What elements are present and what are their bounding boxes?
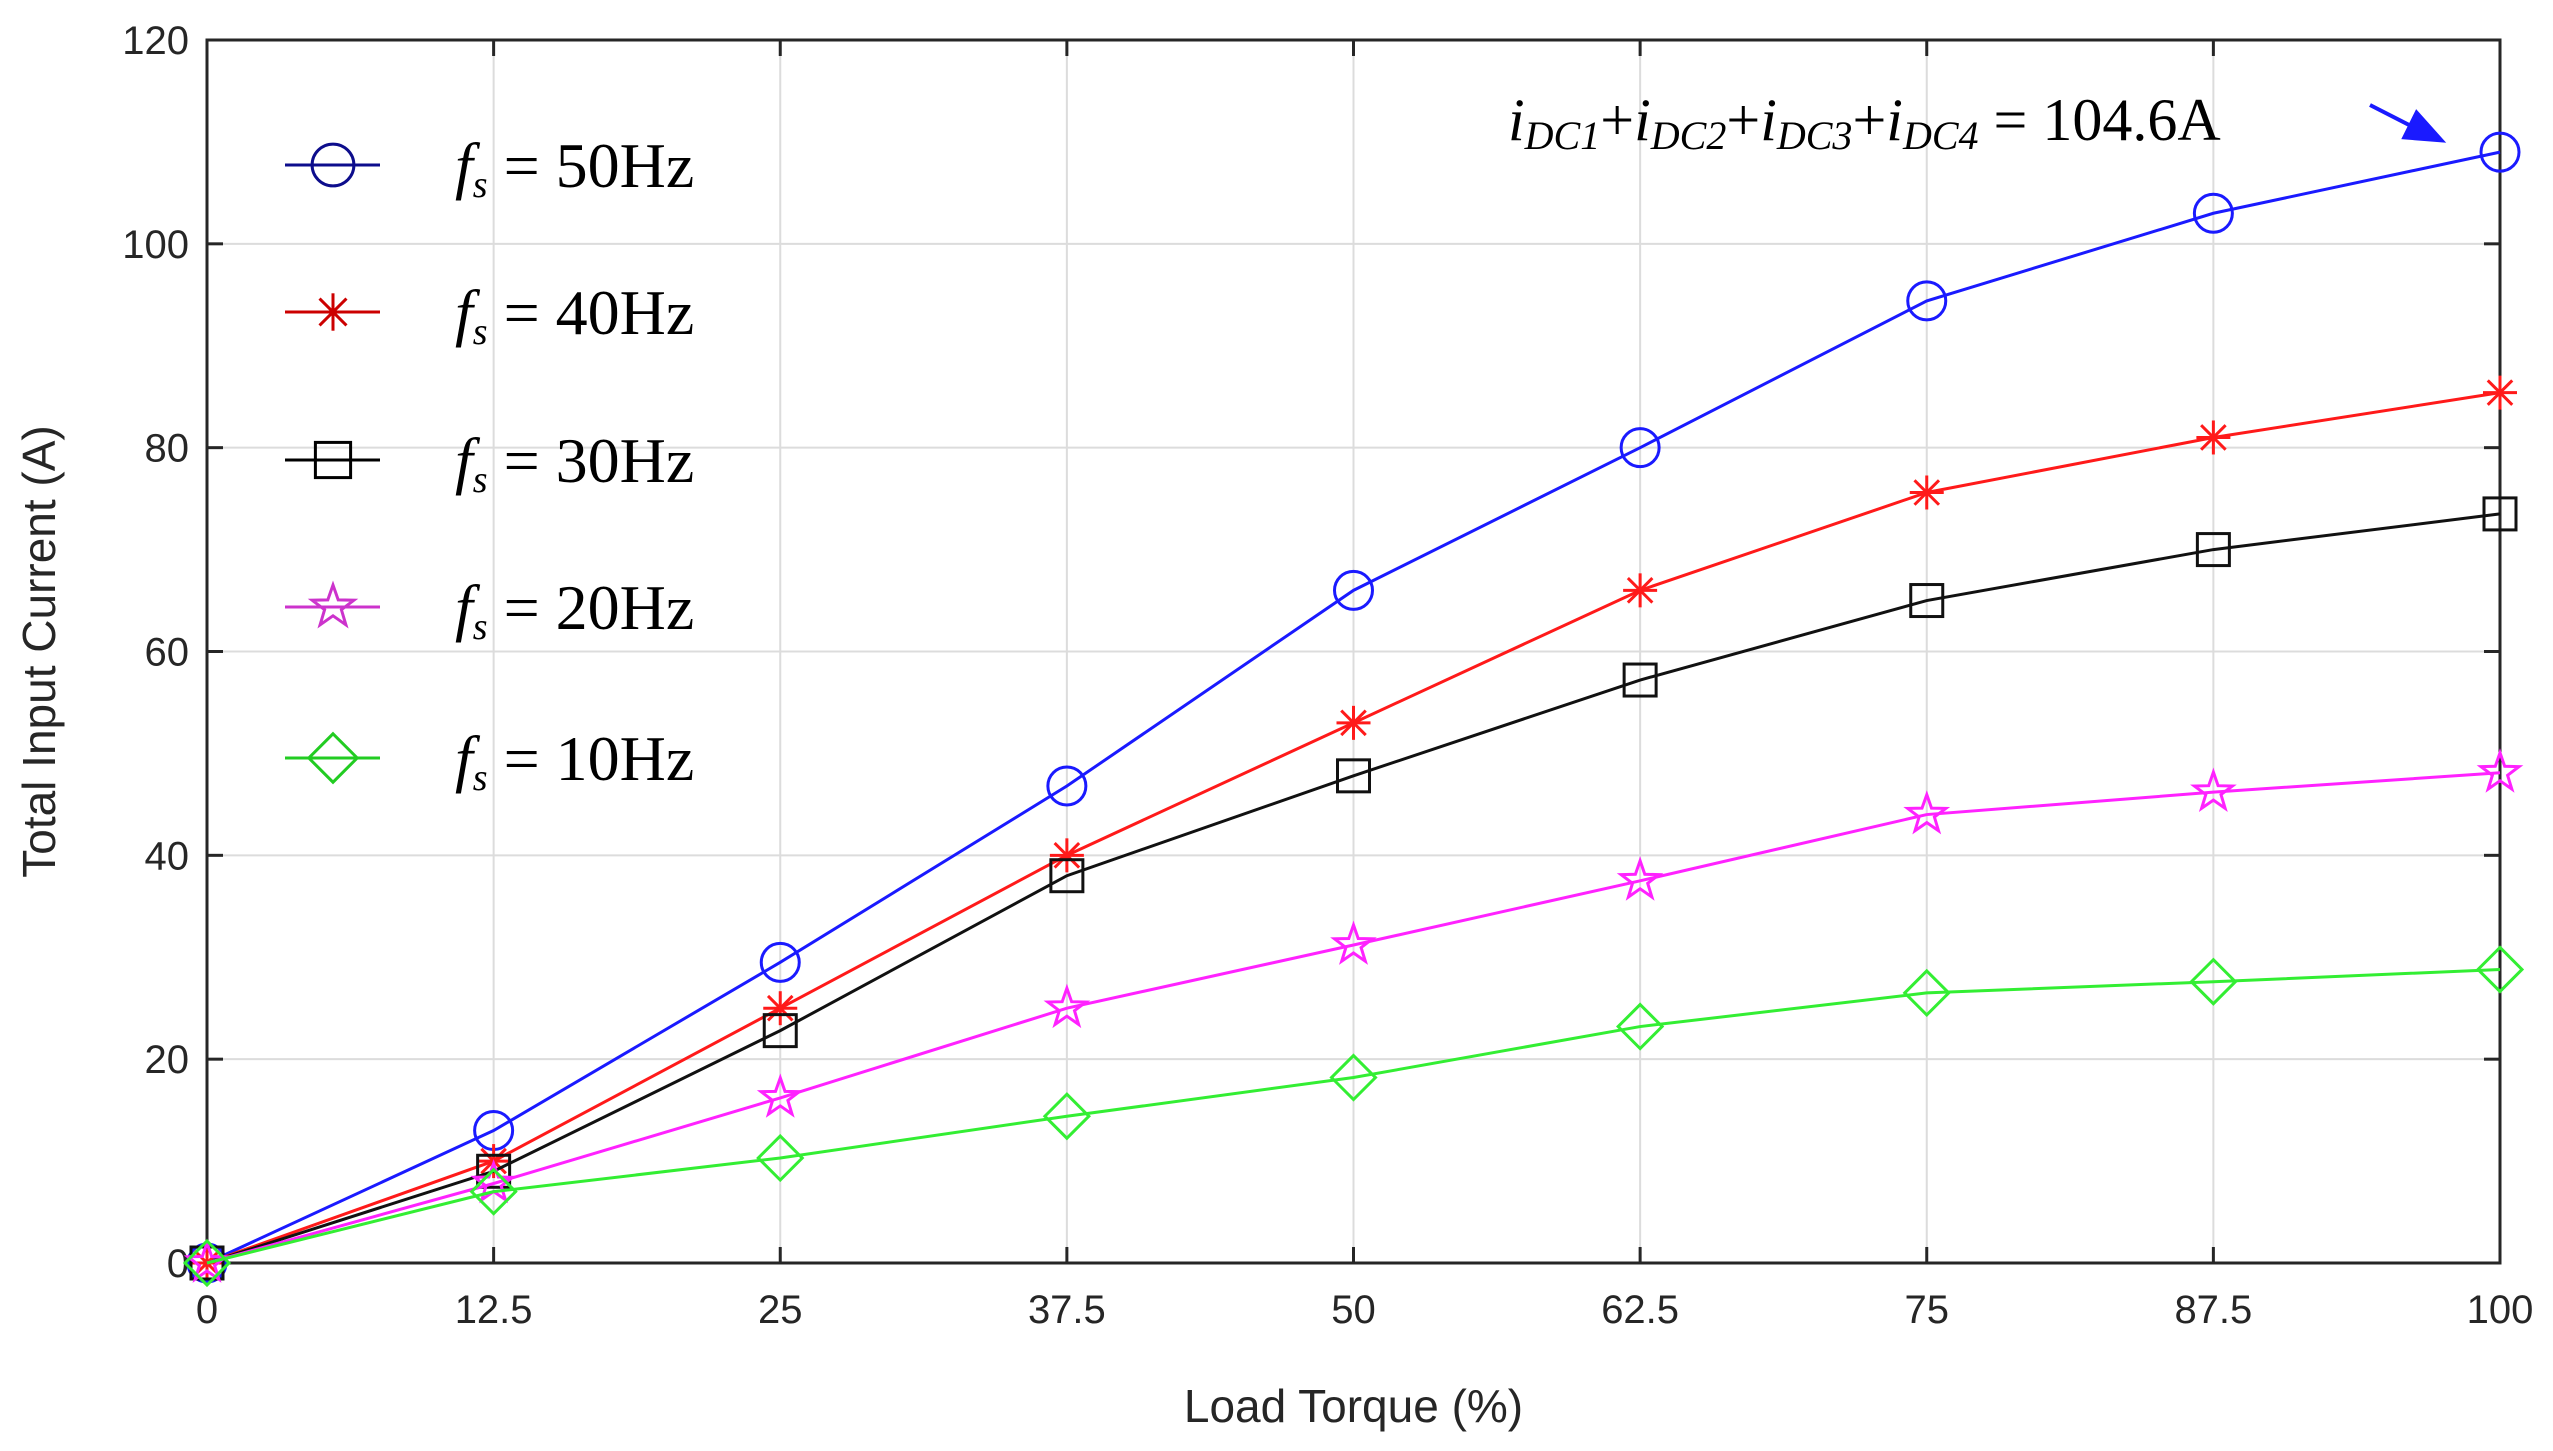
data-point-marker — [1336, 705, 1371, 740]
legend-entry: fs = 10Hz — [285, 723, 694, 799]
data-point-marker — [1333, 569, 1374, 611]
legend-label: fs = 20Hz — [455, 572, 694, 648]
data-point-marker — [182, 1238, 232, 1288]
legend-marker — [307, 580, 359, 629]
series-3 — [183, 748, 2524, 1283]
legend-label: fs = 50Hz — [455, 130, 694, 206]
data-point-marker — [1909, 475, 1944, 510]
series-2 — [189, 496, 2518, 1281]
data-point-marker — [1902, 968, 1951, 1018]
series-line — [206, 512, 2501, 1265]
series-line — [206, 150, 2501, 1265]
x-tick-label: 87.5 — [2174, 1288, 2252, 1332]
series-4 — [182, 945, 2525, 1288]
data-point-marker — [2476, 748, 2524, 793]
x-tick-label: 12.5 — [455, 1288, 533, 1332]
legend-label: fs = 40Hz — [455, 277, 694, 353]
axes: 0 12.5 25 37.5 50 62.5 75 87.5 100 0 20 40 60 80 100 12… — [122, 19, 2533, 1332]
data-point-marker — [756, 1073, 804, 1118]
data-point-marker — [762, 1013, 798, 1049]
data-point-marker — [1336, 758, 1371, 794]
x-tick-label: 62.5 — [1601, 1288, 1679, 1332]
x-tick-label: 75 — [1905, 1288, 1950, 1332]
data-point-marker — [756, 1133, 805, 1183]
y-tick-label: 60 — [145, 631, 190, 675]
legend-marker — [314, 293, 352, 331]
y-tick-label: 80 — [145, 427, 190, 471]
series-layer — [182, 131, 2525, 1288]
data-point-marker — [1049, 858, 1085, 894]
data-point-marker — [2196, 420, 2231, 455]
x-tick-label: 37.5 — [1028, 1288, 1106, 1332]
data-point-marker — [1616, 1002, 1665, 1051]
legend-marker — [310, 142, 356, 188]
series-line — [206, 771, 2501, 1265]
annotation-arrow — [2369, 103, 2447, 143]
data-point-marker — [2190, 767, 2237, 813]
x-tick-label: 50 — [1331, 1288, 1376, 1332]
data-point-marker — [2195, 532, 2231, 568]
x-tick-label: 0 — [196, 1288, 218, 1332]
legend-entry: fs = 30Hz — [285, 425, 694, 501]
data-point-marker — [1046, 765, 1088, 807]
series-line — [206, 967, 2501, 1265]
data-point-marker — [2479, 131, 2521, 173]
y-axis-label: Total Input Current (A) — [13, 425, 65, 878]
y-tick-label: 20 — [145, 1038, 190, 1082]
data-point-marker — [1909, 583, 1945, 619]
y-tick-label: 0 — [167, 1242, 189, 1286]
x-axis-label: Load Torque (%) — [1184, 1380, 1523, 1432]
data-point-marker — [1616, 856, 1664, 901]
data-point-marker — [469, 1167, 518, 1216]
legend-marker — [313, 440, 353, 480]
series-1 — [190, 375, 2517, 1280]
y-tick-label: 40 — [145, 834, 190, 878]
arrow-head — [2401, 109, 2447, 143]
data-point-marker — [1042, 1092, 1091, 1141]
x-tick-label: 25 — [758, 1288, 803, 1332]
legend-entry: fs = 50Hz — [285, 130, 694, 206]
data-point-marker — [759, 941, 801, 983]
x-tick-label: 100 — [2467, 1288, 2534, 1332]
legend-marker — [306, 731, 360, 785]
data-point-marker — [2192, 192, 2234, 234]
y-tick-label: 120 — [122, 19, 189, 63]
data-point-marker — [1043, 983, 1091, 1029]
data-point-marker — [2475, 945, 2525, 994]
data-point-marker — [2189, 957, 2238, 1006]
data-point-marker — [2482, 496, 2518, 532]
data-point-marker — [1903, 790, 1951, 835]
annotation: iDC1+iDC2+iDC3+iDC4 = 104.6A — [1508, 87, 2447, 158]
legend-label: fs = 10Hz — [455, 723, 694, 799]
data-point-marker — [1330, 920, 1377, 965]
annotation-text: iDC1+iDC2+iDC3+iDC4 = 104.6A — [1508, 87, 2221, 158]
data-point-marker — [1623, 573, 1658, 608]
axis-labels: Load Torque (%) Total Input Current (A) — [13, 425, 1523, 1432]
legend-entry: fs = 40Hz — [285, 277, 694, 353]
data-point-marker — [1906, 280, 1948, 322]
data-point-marker — [2483, 375, 2517, 410]
data-point-marker — [763, 991, 798, 1026]
legend-label: fs = 30Hz — [455, 425, 694, 501]
data-point-marker — [1329, 1053, 1378, 1102]
data-point-marker — [1049, 838, 1084, 873]
data-point-marker — [1619, 427, 1661, 469]
y-tick-label: 100 — [122, 223, 189, 267]
data-point-marker — [1622, 662, 1658, 698]
data-point-marker — [476, 1153, 512, 1189]
